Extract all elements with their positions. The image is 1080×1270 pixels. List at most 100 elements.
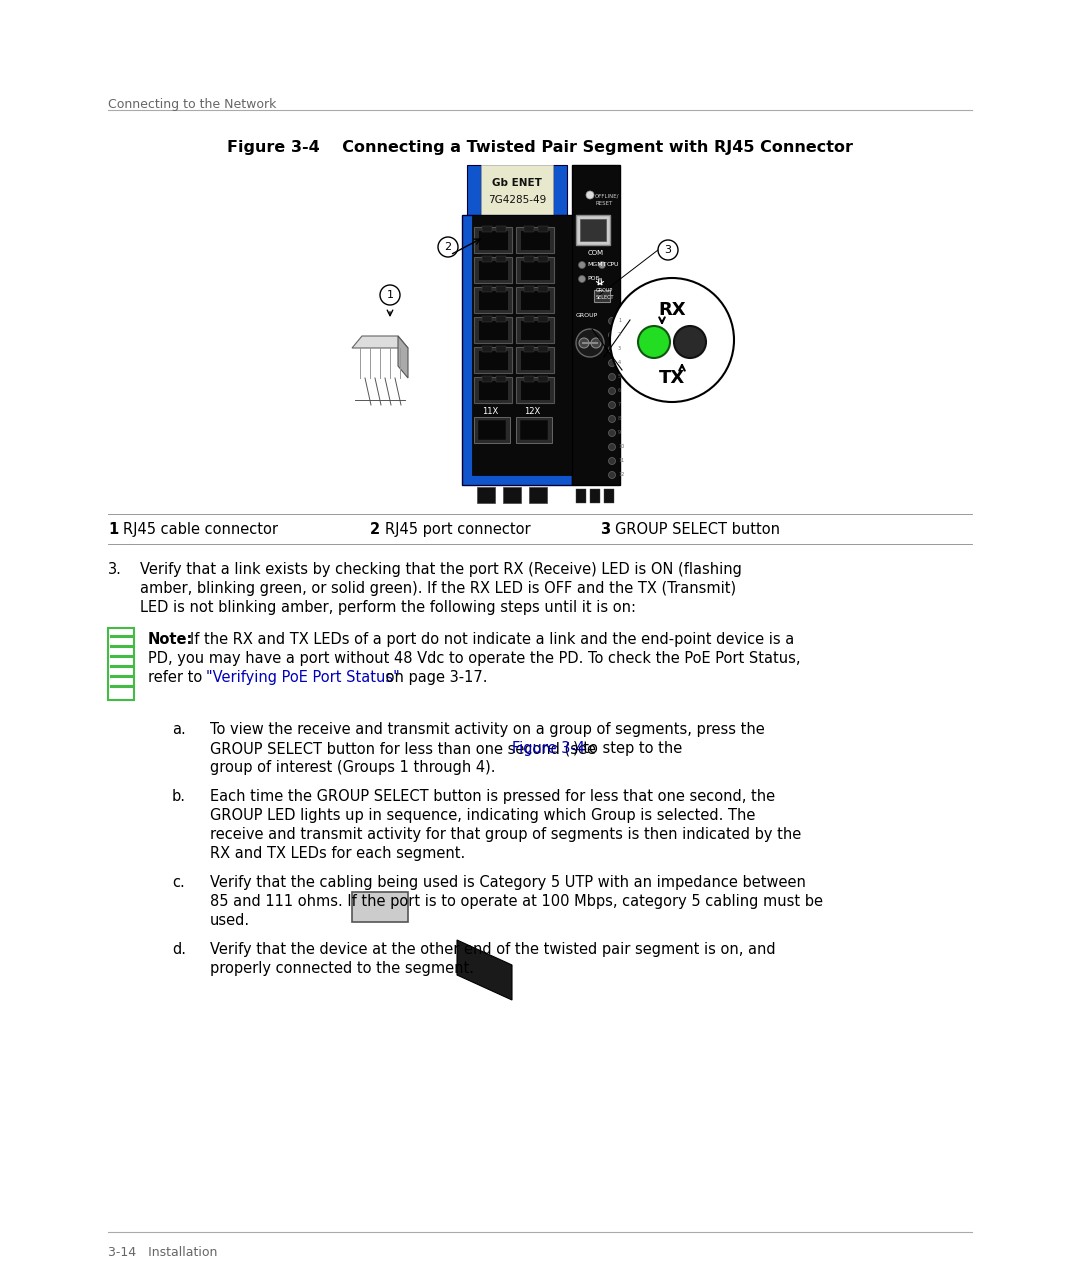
Text: 11: 11 xyxy=(618,458,624,464)
Text: Verify that the cabling being used is Category 5 UTP with an impedance between: Verify that the cabling being used is Ca… xyxy=(210,875,806,890)
FancyBboxPatch shape xyxy=(482,316,492,323)
Circle shape xyxy=(608,415,616,423)
Circle shape xyxy=(658,240,678,260)
Text: 8: 8 xyxy=(618,417,621,422)
FancyBboxPatch shape xyxy=(496,345,507,352)
Text: 9: 9 xyxy=(618,431,621,436)
Circle shape xyxy=(608,359,616,367)
FancyBboxPatch shape xyxy=(108,627,134,700)
Circle shape xyxy=(579,276,585,282)
Text: Verify that a link exists by checking that the port RX (Receive) LED is ON (flas: Verify that a link exists by checking th… xyxy=(140,563,742,577)
Text: used.: used. xyxy=(210,913,251,928)
Text: 3: 3 xyxy=(664,245,672,255)
Text: ) to step to the: ) to step to the xyxy=(573,740,683,756)
FancyBboxPatch shape xyxy=(516,417,552,443)
Text: 85 and 111 ohms. If the port is to operate at 100 Mbps, category 5 cabling must : 85 and 111 ohms. If the port is to opera… xyxy=(210,894,823,909)
FancyBboxPatch shape xyxy=(524,286,534,292)
Circle shape xyxy=(608,345,616,353)
FancyBboxPatch shape xyxy=(474,417,510,443)
Circle shape xyxy=(608,471,616,479)
Text: GROUP LED lights up in sequence, indicating which Group is selected. The: GROUP LED lights up in sequence, indicat… xyxy=(210,808,755,823)
FancyBboxPatch shape xyxy=(474,347,512,373)
FancyBboxPatch shape xyxy=(482,286,492,292)
Text: GROUP: GROUP xyxy=(576,312,598,318)
FancyBboxPatch shape xyxy=(524,257,534,262)
Text: on page 3-17.: on page 3-17. xyxy=(381,671,487,685)
Text: b.: b. xyxy=(172,789,186,804)
Circle shape xyxy=(438,237,458,257)
Polygon shape xyxy=(457,940,512,999)
Text: 3-14   Installation: 3-14 Installation xyxy=(108,1246,217,1259)
FancyBboxPatch shape xyxy=(478,260,508,279)
Text: RX: RX xyxy=(658,301,686,319)
FancyBboxPatch shape xyxy=(496,316,507,323)
FancyBboxPatch shape xyxy=(516,257,554,283)
Text: 11X: 11X xyxy=(482,406,498,415)
FancyBboxPatch shape xyxy=(524,226,534,232)
FancyBboxPatch shape xyxy=(538,345,548,352)
Text: amber, blinking green, or solid green). If the RX LED is OFF and the TX (Transmi: amber, blinking green, or solid green). … xyxy=(140,580,737,596)
FancyBboxPatch shape xyxy=(478,230,508,250)
Circle shape xyxy=(608,457,616,465)
FancyBboxPatch shape xyxy=(590,489,600,503)
FancyBboxPatch shape xyxy=(474,287,512,312)
Text: LED is not blinking amber, perform the following steps until it is on:: LED is not blinking amber, perform the f… xyxy=(140,599,636,615)
FancyBboxPatch shape xyxy=(519,320,550,340)
FancyBboxPatch shape xyxy=(524,316,534,323)
Text: MGMT: MGMT xyxy=(588,263,607,268)
Circle shape xyxy=(610,278,734,403)
Polygon shape xyxy=(399,337,408,378)
FancyBboxPatch shape xyxy=(503,486,521,503)
FancyBboxPatch shape xyxy=(538,226,548,232)
FancyBboxPatch shape xyxy=(516,318,554,343)
FancyBboxPatch shape xyxy=(576,215,610,245)
FancyBboxPatch shape xyxy=(496,376,507,382)
FancyBboxPatch shape xyxy=(516,347,554,373)
FancyBboxPatch shape xyxy=(482,257,492,262)
Text: 10: 10 xyxy=(618,444,624,450)
Text: RESET: RESET xyxy=(595,201,612,206)
FancyBboxPatch shape xyxy=(478,420,507,439)
Text: c.: c. xyxy=(172,875,185,890)
Text: refer to: refer to xyxy=(148,671,207,685)
Text: 12: 12 xyxy=(618,472,624,478)
FancyBboxPatch shape xyxy=(524,345,534,352)
Circle shape xyxy=(674,326,706,358)
Circle shape xyxy=(608,331,616,339)
Circle shape xyxy=(608,443,616,451)
FancyBboxPatch shape xyxy=(516,287,554,312)
Text: 7: 7 xyxy=(618,403,621,408)
Circle shape xyxy=(591,338,600,348)
Text: If the RX and TX LEDs of a port do not indicate a link and the end-point device : If the RX and TX LEDs of a port do not i… xyxy=(190,632,794,646)
Circle shape xyxy=(608,429,616,437)
Text: CPU: CPU xyxy=(607,263,620,268)
Text: 2: 2 xyxy=(445,243,451,251)
Polygon shape xyxy=(352,337,408,348)
FancyBboxPatch shape xyxy=(477,486,495,503)
Text: COM: COM xyxy=(588,250,604,257)
FancyBboxPatch shape xyxy=(474,257,512,283)
Text: receive and transmit activity for that group of segments is then indicated by th: receive and transmit activity for that g… xyxy=(210,827,801,842)
Circle shape xyxy=(638,326,670,358)
Text: RJ45 cable connector: RJ45 cable connector xyxy=(123,522,278,537)
Text: GROUP SELECT button for less than one second (see: GROUP SELECT button for less than one se… xyxy=(210,740,600,756)
Text: To view the receive and transmit activity on a group of segments, press the: To view the receive and transmit activit… xyxy=(210,723,765,737)
Text: PD, you may have a port without 48 Vdc to operate the PD. To check the PoE Port : PD, you may have a port without 48 Vdc t… xyxy=(148,652,800,665)
Circle shape xyxy=(608,318,616,325)
FancyBboxPatch shape xyxy=(478,351,508,370)
Text: 3.: 3. xyxy=(108,563,122,577)
FancyBboxPatch shape xyxy=(524,376,534,382)
Circle shape xyxy=(586,190,594,199)
Text: Figure 3-4    Connecting a Twisted Pair Segment with RJ45 Connector: Figure 3-4 Connecting a Twisted Pair Seg… xyxy=(227,140,853,155)
FancyBboxPatch shape xyxy=(516,227,554,253)
Text: 2: 2 xyxy=(618,333,621,338)
Circle shape xyxy=(608,373,616,381)
FancyBboxPatch shape xyxy=(576,489,586,503)
Text: 3: 3 xyxy=(618,347,621,352)
FancyBboxPatch shape xyxy=(496,286,507,292)
Text: POE: POE xyxy=(588,277,599,282)
Text: 5: 5 xyxy=(618,375,621,380)
FancyBboxPatch shape xyxy=(519,290,550,310)
Text: GROUP: GROUP xyxy=(596,288,613,293)
Circle shape xyxy=(608,387,616,395)
